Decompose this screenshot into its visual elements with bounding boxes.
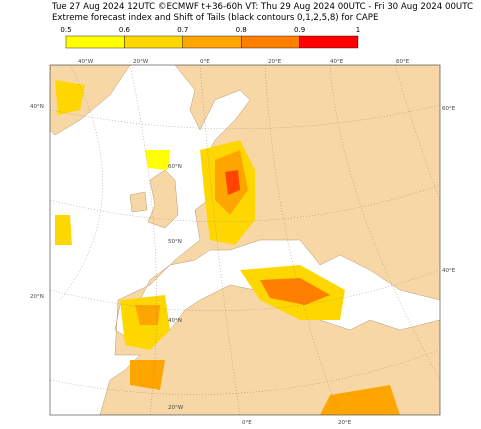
header-line: Extreme forecast index and Shift of Tail… <box>52 13 378 23</box>
graticule-label: 40°W <box>78 59 94 65</box>
colorbar-segment <box>240 35 300 49</box>
colorbar-label: 0.5 <box>60 26 71 34</box>
graticule-label: 40°N <box>30 104 44 110</box>
graticule-label: 0°E <box>200 59 210 65</box>
colorbar-segment <box>65 35 125 49</box>
graticule <box>50 65 440 415</box>
colorbar-segment <box>182 35 242 49</box>
graticule-label: 0°E <box>242 420 252 426</box>
colorbar-label: 0.9 <box>294 26 305 34</box>
graticule-label: 20°N <box>30 294 44 300</box>
header-line: Tue 27 Aug 2024 12UTC ©ECMWF t+36-60h VT… <box>51 2 473 12</box>
colorbar-segment <box>299 35 359 49</box>
graticule-label: 20°E <box>268 59 282 65</box>
graticule-label: 40°E <box>442 268 456 274</box>
colorbar: 0.5 0.6 0.7 0.8 0.9 1 <box>60 26 360 49</box>
graticule-label: 20°E <box>338 420 352 426</box>
colorbar-label: 1 <box>356 26 360 34</box>
graticule-label: 40°E <box>330 59 344 65</box>
map-area <box>50 65 440 415</box>
graticule-label: 20°W <box>133 59 149 65</box>
graticule-label: 50°N <box>168 239 182 245</box>
graticule-label: 60°E <box>442 106 456 112</box>
graticule-label: 60°E <box>396 59 410 65</box>
colorbar-label: 0.6 <box>119 26 131 34</box>
colorbar-label: 0.8 <box>236 26 247 34</box>
graticule-label: 60°N <box>168 164 182 170</box>
colorbar-label: 0.7 <box>177 26 188 34</box>
graticule-label: 20°W <box>168 405 184 411</box>
land <box>50 65 440 415</box>
map-frame <box>49 64 441 416</box>
efi-shading <box>55 80 400 415</box>
colorbar-segment <box>124 35 184 49</box>
graticule-label: 40°N <box>168 318 182 324</box>
